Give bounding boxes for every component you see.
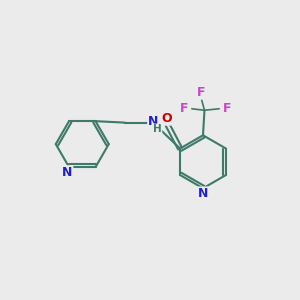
Text: F: F [180,102,188,115]
Text: N: N [148,115,158,128]
Text: N: N [198,187,208,200]
Text: H: H [153,124,162,134]
Text: F: F [197,86,206,99]
Text: N: N [62,166,73,179]
Text: O: O [162,112,172,125]
Text: F: F [223,102,231,115]
